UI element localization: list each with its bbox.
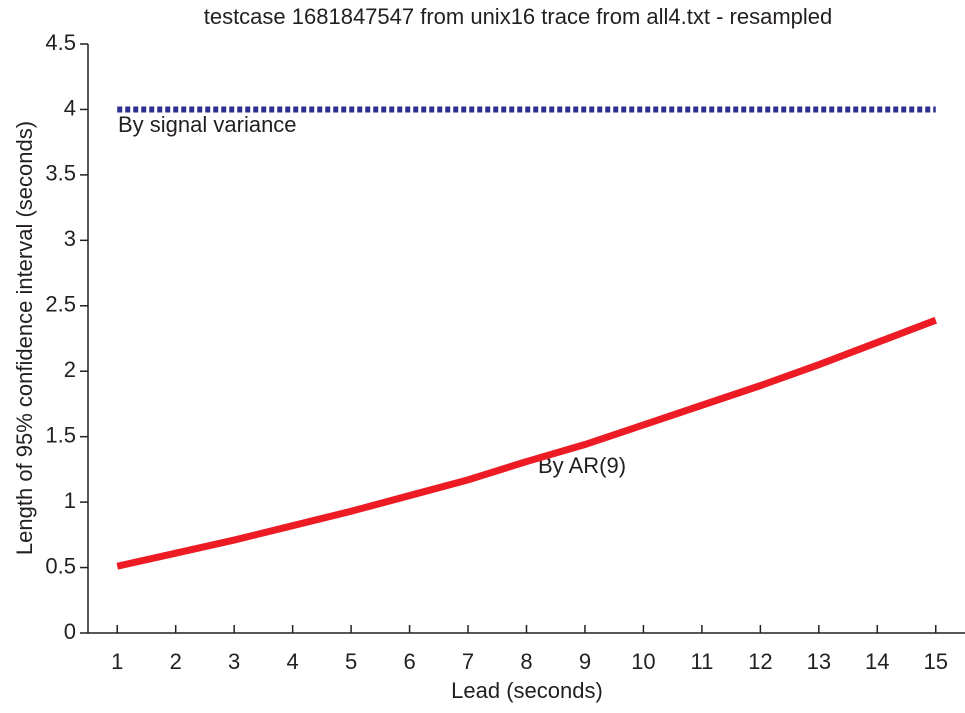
x-axis-label: Lead (seconds) — [451, 678, 603, 703]
y-tick-label: 2 — [64, 357, 76, 382]
x-tick-label: 7 — [462, 649, 474, 674]
x-tick-label: 15 — [924, 649, 948, 674]
x-tick-label: 13 — [807, 649, 831, 674]
y-tick-label: 3.5 — [45, 161, 76, 186]
y-tick-label: 3 — [64, 226, 76, 251]
x-tick-label: 10 — [631, 649, 655, 674]
x-tick-label: 1 — [111, 649, 123, 674]
y-tick-label: 0 — [64, 619, 76, 644]
y-tick-label: 1.5 — [45, 422, 76, 447]
x-tick-label: 11 — [690, 649, 713, 674]
x-tick-label: 4 — [287, 649, 299, 674]
x-tick-label: 6 — [403, 649, 415, 674]
x-tick-label: 8 — [520, 649, 532, 674]
chart-title: testcase 1681847547 from unix16 trace fr… — [204, 4, 833, 29]
y-tick-label: 2.5 — [45, 292, 76, 317]
x-tick-label: 14 — [865, 649, 889, 674]
y-tick-label: 4 — [64, 95, 76, 120]
series-line — [116, 316, 938, 570]
y-axis-label: Length of 95% confidence interval (secon… — [12, 121, 37, 555]
x-tick-label: 12 — [748, 649, 772, 674]
y-tick-label: 0.5 — [45, 553, 76, 578]
x-tick-label: 9 — [579, 649, 591, 674]
x-tick-label: 2 — [170, 649, 182, 674]
x-tick-label: 5 — [345, 649, 357, 674]
y-tick-label: 1 — [64, 488, 76, 513]
series-annotation: By signal variance — [118, 112, 297, 137]
y-tick-label: 4.5 — [45, 30, 76, 55]
x-tick-label: 3 — [228, 649, 240, 674]
